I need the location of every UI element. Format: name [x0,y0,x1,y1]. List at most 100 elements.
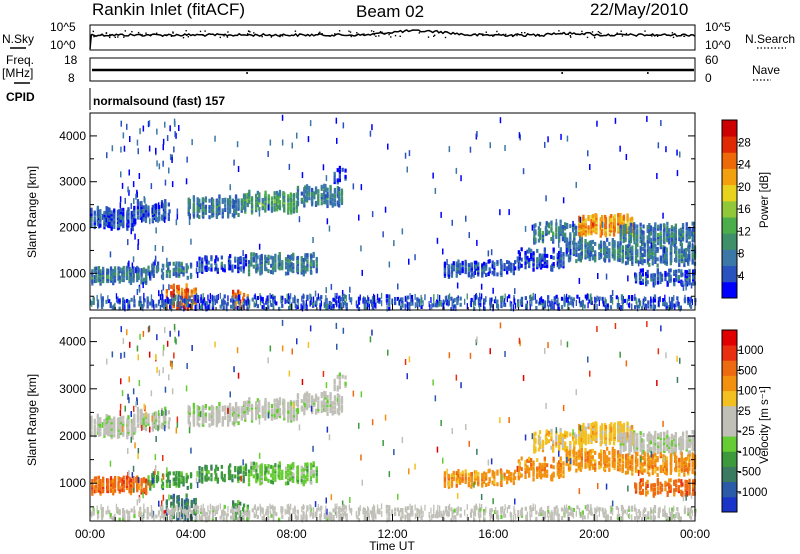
velocity-cell [137,486,140,491]
power-cell [637,260,640,267]
power-cell [233,202,236,207]
noise-dot [481,33,483,36]
velocity-cell [218,401,221,406]
noise-dot [563,32,566,34]
power-cell [584,255,587,260]
power-cell [514,266,517,271]
power-cell [665,302,668,307]
power-cell [641,306,644,311]
power-cell [121,267,124,272]
velocity-cell [237,472,240,477]
power-cell [650,242,653,249]
power-cell [270,270,273,274]
power-cell [642,236,645,241]
power-cell [646,274,649,279]
power-cell [255,259,258,264]
power-cell [145,276,148,281]
velocity-cell [228,409,232,414]
power-cell [277,192,280,197]
power-cell [232,289,235,294]
power-cell [664,277,667,282]
power-cell [678,254,681,259]
velocity-cell [273,402,276,407]
power-cell [485,296,487,303]
velocity-cell [224,416,227,420]
velocity-cell [212,412,215,417]
power-cell [603,258,607,263]
power-cell [433,297,435,304]
velocity-cell [296,471,300,476]
velocity-cell [278,412,282,417]
power-cell [659,257,662,262]
power-cell [234,194,238,199]
power-cell [127,207,130,212]
velocity-cell [292,411,296,416]
power-cell [590,250,593,255]
velocity-cell [97,480,101,484]
velocity-cell [93,418,96,423]
power-cell [208,303,211,310]
power-cell [290,293,292,300]
power-cell [539,259,543,264]
power-cell [541,257,544,262]
velocity-cell [136,484,139,488]
velocity-cell [185,502,188,506]
power-cell [684,247,688,252]
noise-dot [124,30,126,32]
power-cell [352,183,355,190]
power-cell [628,240,631,245]
power-cell [428,301,430,308]
power-cell [538,255,541,260]
power-cell [259,259,262,264]
colorbar-swatch [722,233,737,250]
power-cell [145,279,148,283]
velocity-cell [113,425,116,429]
power-cell [208,198,211,203]
power-cell [552,237,555,242]
power-cell [447,270,451,275]
power-cell [230,298,233,303]
power-cell [535,305,538,310]
power-cell [244,207,247,212]
power-cell [186,275,189,280]
power-cell [583,304,586,309]
velocity-cell [292,462,295,466]
power-cell [679,235,682,240]
power-cell [562,197,565,204]
power-cell [215,255,218,260]
velocity-cell [112,480,115,485]
velocity-cell [264,402,267,407]
power-cell [256,201,259,206]
velocity-cell [160,424,164,429]
velocity-cell [311,399,314,404]
power-cell [662,298,665,302]
power-cell [670,248,673,253]
velocity-cell [182,482,185,487]
power-cell [186,299,189,306]
power-cell [93,212,96,217]
velocity-cell [281,469,284,474]
velocity-cell [142,419,145,424]
velocity-cell [296,465,300,470]
power-cell [245,299,247,306]
power-cell [262,297,264,304]
power-cell [595,230,598,235]
power-cell [483,302,485,309]
power-cell [432,303,435,308]
velocity-cell [113,478,117,483]
velocity-cell [248,399,251,404]
velocity-cell [151,421,154,426]
velocity-cell [119,426,122,431]
power-cell [408,150,411,157]
power-cell [681,225,685,230]
power-cell [90,216,93,220]
velocity-cell [90,415,93,420]
power-cell [192,214,196,219]
power-cell [626,227,629,232]
power-cell [617,213,620,218]
power-cell [130,228,132,235]
velocity-cell [267,470,270,475]
power-cell [557,297,559,304]
velocity-cell [112,482,115,487]
power-cell [200,294,202,301]
